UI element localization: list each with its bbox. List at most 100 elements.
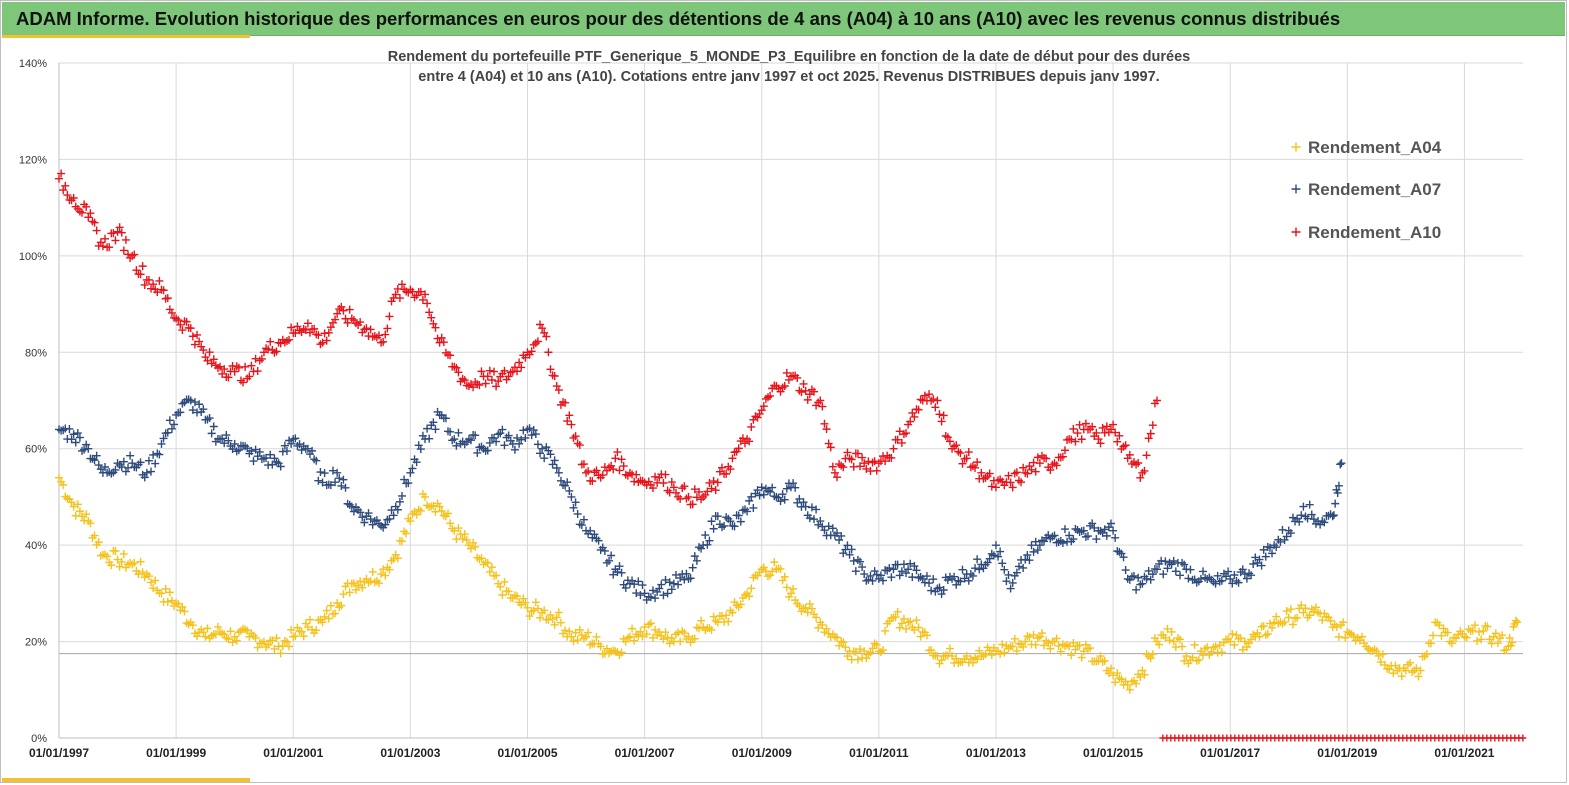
a10-point xyxy=(722,469,731,478)
legend: Rendement_A04 Rendement_A07 Rendement_A10 xyxy=(1291,138,1442,242)
a04-point xyxy=(1349,632,1358,641)
a04-point xyxy=(1491,629,1500,638)
legend-marker-1 xyxy=(1291,142,1301,152)
a04-point xyxy=(822,624,831,633)
a07-point xyxy=(1334,481,1343,490)
a10-point xyxy=(195,337,204,346)
a04-point xyxy=(801,603,810,612)
a04-point xyxy=(149,584,158,593)
a07-point xyxy=(688,563,697,572)
a04-point xyxy=(922,631,931,640)
a07-point xyxy=(372,516,381,525)
a04-point xyxy=(389,554,398,563)
a07-point xyxy=(956,577,965,586)
a10-point xyxy=(395,294,404,303)
a04-point xyxy=(1226,637,1235,646)
y-tick-label: 40% xyxy=(25,540,47,552)
a04-point xyxy=(519,594,528,603)
a07-point xyxy=(634,577,643,586)
a07-point xyxy=(713,512,722,521)
a04-point xyxy=(856,645,865,654)
a10-point xyxy=(906,417,915,426)
a10-point xyxy=(515,358,524,367)
a04-point xyxy=(498,591,507,600)
a10-point xyxy=(964,448,973,457)
a10-point xyxy=(902,429,911,438)
a04-point xyxy=(188,621,197,630)
a10-point xyxy=(232,362,241,371)
a10-point xyxy=(368,332,377,341)
a07-point xyxy=(600,546,609,555)
a07-point xyxy=(757,483,766,492)
a10-point xyxy=(734,444,743,453)
a10-point xyxy=(554,386,563,395)
a07-point xyxy=(1129,572,1138,581)
a04-point xyxy=(1240,637,1249,646)
a10-point xyxy=(694,487,703,496)
a07-point xyxy=(153,449,162,458)
a07-point xyxy=(84,444,93,453)
x-tick-label: 01/01/2007 xyxy=(615,746,675,760)
a07-point xyxy=(119,457,128,466)
a07-point xyxy=(1083,532,1092,541)
a04-point xyxy=(546,610,555,619)
a07-point xyxy=(1153,565,1161,574)
a07-point xyxy=(983,558,992,567)
a07-point xyxy=(1299,502,1308,511)
a10-point xyxy=(550,372,559,381)
a07-point xyxy=(255,447,264,456)
a07-point xyxy=(381,520,390,529)
a10-point xyxy=(916,395,925,404)
a07-point xyxy=(1088,519,1097,528)
a07-point xyxy=(960,574,969,583)
a04-point xyxy=(1437,631,1446,640)
a10-point xyxy=(1012,468,1021,477)
a04-point xyxy=(891,612,900,621)
a07-point xyxy=(1148,570,1157,579)
a07-point xyxy=(140,473,149,482)
a07-point xyxy=(400,475,409,484)
a04-point xyxy=(1169,637,1178,646)
a10-point xyxy=(1142,451,1151,460)
a10-point xyxy=(1113,437,1122,446)
a10-point xyxy=(1042,454,1051,463)
a04-point xyxy=(552,613,561,622)
a10-point xyxy=(860,459,869,468)
a07-point xyxy=(661,575,670,584)
a07-point xyxy=(349,507,358,516)
a10-point xyxy=(176,320,185,329)
a07-point xyxy=(335,474,344,483)
a10-point xyxy=(820,419,829,428)
a07-point xyxy=(69,430,78,439)
a10-point xyxy=(1069,424,1078,433)
a04-point xyxy=(899,614,908,623)
a04-point xyxy=(1010,634,1019,643)
a04-point xyxy=(333,599,342,607)
a07-point xyxy=(1176,571,1185,580)
a04-point xyxy=(1332,622,1341,631)
a04-point xyxy=(1044,639,1053,648)
a07-point xyxy=(366,515,375,524)
a07-point xyxy=(496,429,505,438)
a10-point xyxy=(377,338,386,347)
a07-point xyxy=(540,454,549,463)
a07-point xyxy=(607,551,616,560)
a07-point xyxy=(92,451,101,460)
a04-point xyxy=(429,501,438,510)
a04-point xyxy=(299,632,308,641)
a10-point xyxy=(481,379,490,388)
a07-point xyxy=(328,466,337,475)
a07-point xyxy=(147,467,156,476)
a07-point xyxy=(425,434,434,443)
a04-point xyxy=(157,589,166,598)
x-tick-label: 01/01/2005 xyxy=(497,746,557,760)
a04-point xyxy=(1012,646,1021,655)
a10-point xyxy=(303,319,312,328)
a04-point xyxy=(1123,680,1132,689)
a10-point xyxy=(977,468,986,477)
a07-point xyxy=(1002,577,1011,586)
a04-point xyxy=(416,506,425,515)
a04-point xyxy=(1255,632,1264,641)
a04-point xyxy=(592,632,601,641)
a07-point xyxy=(515,439,524,448)
